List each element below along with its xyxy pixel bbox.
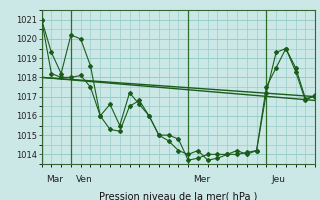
- Text: Mar: Mar: [46, 175, 63, 184]
- Text: Mer: Mer: [193, 175, 210, 184]
- Text: Jeu: Jeu: [271, 175, 285, 184]
- Text: Pression niveau de la mer( hPa ): Pression niveau de la mer( hPa ): [99, 192, 258, 200]
- Text: Ven: Ven: [76, 175, 92, 184]
